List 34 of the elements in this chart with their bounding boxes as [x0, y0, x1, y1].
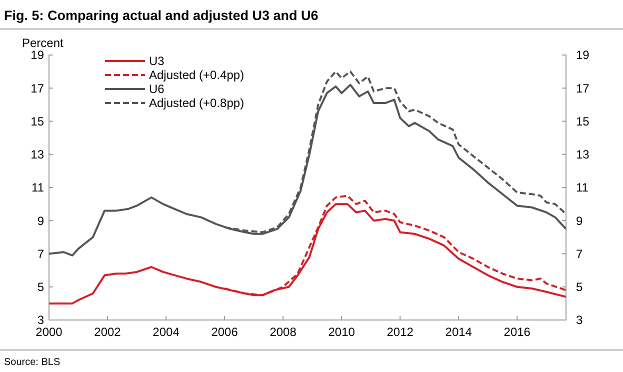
y-tick-label: 3	[37, 313, 44, 328]
y-tick-label: 9	[37, 214, 44, 228]
x-tick-label: 2006	[211, 325, 238, 339]
x-tick-label: 2000	[36, 325, 63, 339]
y-tick-label: 19	[30, 48, 44, 62]
legend-label: Adjusted (+0.4pp)	[149, 68, 244, 82]
x-tick-label: 2010	[328, 325, 356, 339]
x-tick-label: 2008	[270, 325, 297, 339]
x-tick-label: 2012	[386, 325, 414, 339]
y2-tick-label: 3	[576, 313, 583, 328]
y-tick-label: 11	[32, 180, 44, 195]
legend-label: U3	[149, 54, 165, 68]
y-axis-title: Percent	[22, 36, 64, 50]
y-tick-label: 17	[30, 81, 44, 96]
x-tick-label: 2014	[445, 325, 472, 339]
y2-tick-label: 13	[576, 148, 590, 162]
legend-label: U6	[149, 82, 165, 96]
legend-label: Adjusted (+0.8pp)	[149, 96, 244, 110]
y2-tick-label: 5	[576, 280, 583, 294]
y-tick-label: 13	[30, 148, 44, 162]
y2-tick-label: 19	[576, 48, 590, 62]
source-note: Source: BLS	[4, 357, 60, 368]
y-tick-label: 7	[37, 246, 44, 261]
y-tick-label: 15	[30, 114, 44, 128]
chart-title: Fig. 5: Comparing actual and adjusted U3 and U6	[4, 8, 319, 23]
y2-tick-label: 15	[576, 114, 590, 128]
y2-tick-label: 11	[576, 180, 589, 195]
x-tick-label: 2016	[504, 325, 531, 339]
y2-tick-label: 17	[576, 81, 590, 96]
y-tick-label: 5	[37, 280, 44, 294]
x-tick-label: 2004	[152, 325, 180, 339]
y2-tick-label: 7	[576, 246, 583, 261]
y2-tick-label: 9	[576, 214, 583, 228]
x-tick-label: 2002	[94, 325, 122, 339]
